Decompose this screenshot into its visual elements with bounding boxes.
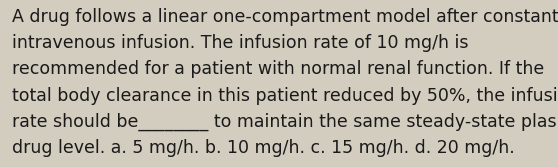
Text: rate should be________ to maintain the same steady-state plasma: rate should be________ to maintain the s… [12, 113, 558, 131]
Text: drug level. a. 5 mg/h. b. 10 mg/h. c. 15 mg/h. d. 20 mg/h.: drug level. a. 5 mg/h. b. 10 mg/h. c. 15… [12, 139, 515, 157]
Text: A drug follows a linear one-compartment model after constant: A drug follows a linear one-compartment … [12, 8, 558, 26]
Text: recommended for a patient with normal renal function. If the: recommended for a patient with normal re… [12, 60, 545, 78]
Text: total body clearance in this patient reduced by 50%, the infusion: total body clearance in this patient red… [12, 87, 558, 105]
Text: intravenous infusion. The infusion rate of 10 mg/h is: intravenous infusion. The infusion rate … [12, 34, 469, 52]
